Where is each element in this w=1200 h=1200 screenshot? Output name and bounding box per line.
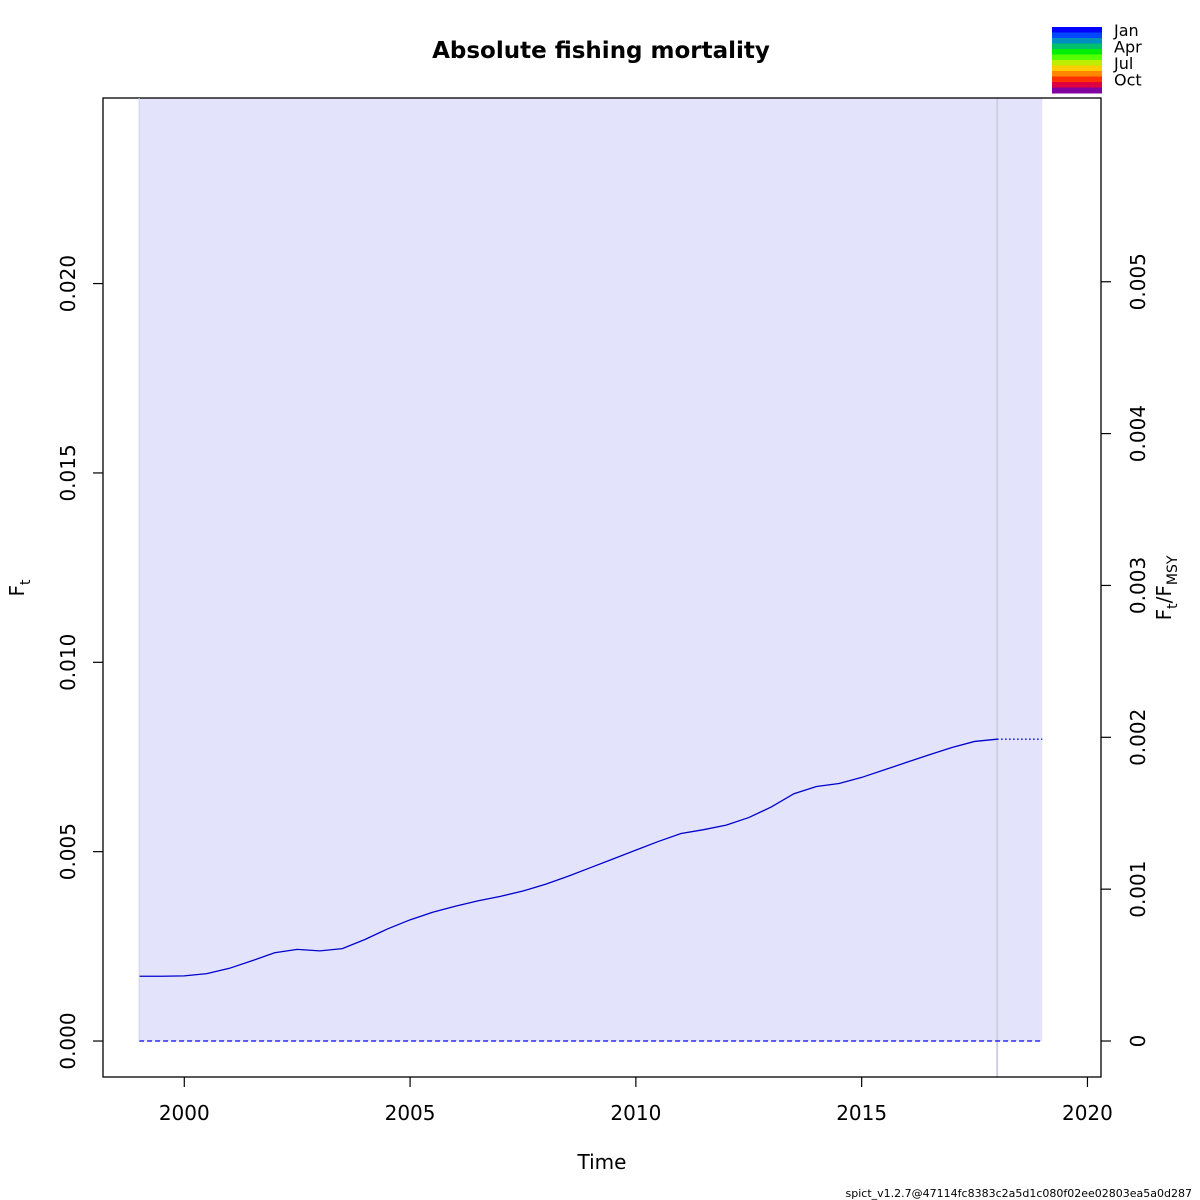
y-tick-label: 0.005	[56, 823, 80, 880]
version-footer: spict_v1.2.7@47114fc8383c2a5d1c080f02ee0…	[846, 1187, 1192, 1200]
y-axis-right-label-sub1: t	[1165, 603, 1181, 609]
y-right-tick-label: 0	[1126, 1035, 1150, 1048]
plot-area	[102, 97, 1102, 1078]
legend-swatch	[1052, 65, 1102, 72]
x-tick-label: 2015	[836, 1101, 887, 1125]
y-right-tick-label: 0.001	[1126, 861, 1150, 918]
legend-label: Jan	[1113, 21, 1139, 40]
legend-swatch	[1052, 54, 1102, 61]
x-tick-label: 2020	[1062, 1101, 1113, 1125]
legend-swatch	[1052, 32, 1102, 39]
legend-swatch	[1052, 76, 1102, 83]
y-axis-right-label-main1: F	[1152, 609, 1176, 621]
plot-frame	[102, 97, 1102, 1078]
y-axis-right-label-sub2: MSY	[1165, 555, 1181, 585]
chart-title: Absolute fishing mortality	[432, 38, 770, 64]
legend-swatch	[1052, 43, 1102, 50]
y-axis-label-sub: t	[18, 579, 34, 585]
legend-swatch	[1052, 87, 1102, 94]
y-tick-label: 0.015	[56, 444, 80, 501]
x-tick-label: 2000	[159, 1101, 210, 1125]
y-tick-label: 0.020	[56, 255, 80, 312]
legend-swatch	[1052, 60, 1102, 66]
y-axis-label-main: F	[5, 585, 29, 597]
legend-swatch	[1052, 49, 1102, 55]
legend-label: Apr	[1114, 38, 1142, 57]
y-right-tick-label: 0.004	[1126, 405, 1150, 462]
series-line-solid	[139, 738, 998, 977]
y-axis-right: 0 0.001 0.002 0.003 0.004 0.005	[1101, 253, 1150, 1047]
y-axis-left: 0.000 0.005 0.010 0.015 0.020	[56, 255, 103, 1070]
y-right-tick-label: 0.002	[1126, 709, 1150, 766]
legend-label: Oct	[1114, 71, 1142, 90]
x-axis-label: Time	[577, 1150, 627, 1174]
y-right-tick-label: 0.003	[1126, 557, 1150, 614]
y-axis-right-label-main2: F	[1152, 585, 1176, 597]
y-axis-right-label: Ft/FMSY	[1152, 555, 1181, 620]
legend-swatch	[1052, 38, 1102, 44]
x-tick-label: 2005	[385, 1101, 436, 1125]
legend-swatch	[1052, 82, 1102, 88]
y-tick-label: 0.010	[56, 634, 80, 691]
legend-swatch	[1052, 71, 1102, 77]
y-axis-label: Ft	[5, 579, 34, 597]
legend-label: Jul	[1113, 54, 1133, 73]
legend-swatch	[1052, 27, 1102, 33]
y-right-tick-label: 0.005	[1126, 253, 1150, 310]
series-layer	[139, 738, 1043, 1042]
y-tick-label: 0.000	[56, 1012, 80, 1069]
x-tick-label: 2010	[610, 1101, 661, 1125]
x-axis: 2000 2005 2010 2015 2020	[159, 1077, 1113, 1125]
confidence-band	[139, 98, 1043, 1042]
y-axis-right-label-sep: /	[1152, 596, 1176, 603]
